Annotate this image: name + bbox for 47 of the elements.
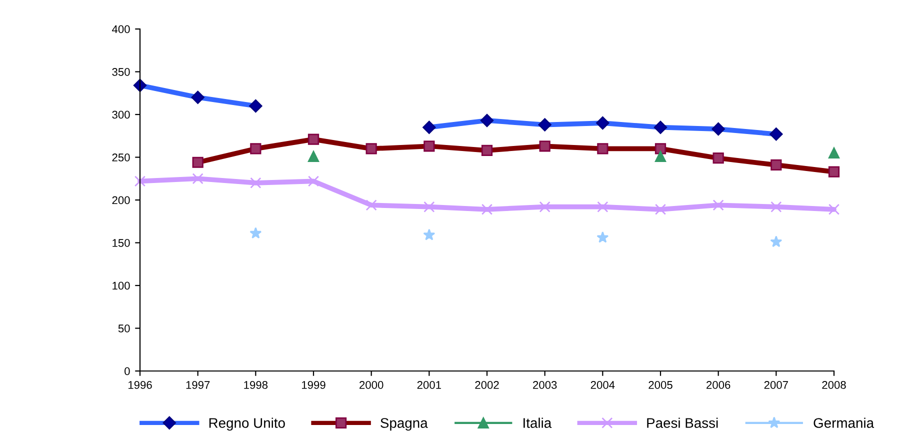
x-tick-label: 2000 [360, 381, 384, 389]
x-tick-label: 1997 [186, 381, 210, 389]
x-tick-label: 2002 [475, 381, 499, 389]
point [308, 150, 320, 162]
point [539, 201, 550, 212]
x-tick-label: 2003 [533, 381, 557, 389]
legend-label: Spagna [380, 418, 428, 431]
point [308, 176, 320, 187]
x-tick-label: 2005 [648, 381, 672, 389]
point [424, 201, 435, 212]
legend-label: Germania [814, 418, 874, 428]
y-tick-label: 50 [118, 324, 130, 332]
y-tick-label: 350 [112, 68, 130, 76]
x-tick-label: 2008 [822, 381, 846, 389]
x-tick-label: 1996 [128, 381, 152, 389]
point [654, 150, 666, 162]
legend-label: Regno Unito [209, 418, 285, 431]
legend-label: Paesi Bassi [647, 418, 718, 428]
point [250, 227, 262, 239]
y-tick-label: 100 [112, 282, 130, 290]
point [250, 177, 262, 188]
point [134, 176, 146, 187]
y-tick-label: 200 [112, 196, 130, 204]
y-tick-label: 300 [112, 110, 130, 119]
point [192, 173, 204, 184]
point [481, 204, 493, 215]
point [770, 201, 782, 212]
y-tick-label: 400 [112, 25, 130, 34]
y-tick-label: 250 [112, 154, 130, 162]
point [770, 236, 782, 248]
y-tick-label: 150 [112, 239, 130, 247]
point [828, 204, 840, 215]
x-tick-label: 2007 [764, 381, 788, 389]
x-tick-label: 1998 [244, 381, 268, 389]
x-tick-label: 2006 [706, 381, 730, 389]
point [366, 200, 377, 211]
point [712, 200, 724, 211]
point [597, 201, 608, 212]
x-tick-label: 1999 [302, 381, 326, 389]
y-tick-label: 0 [124, 367, 130, 376]
x-tick-label: 2001 [417, 381, 441, 389]
legend-label: Italia [524, 418, 552, 428]
point [828, 147, 840, 159]
x-tick-label: 2004 [590, 381, 615, 389]
point [596, 231, 609, 243]
point [423, 228, 436, 240]
point [654, 204, 666, 215]
